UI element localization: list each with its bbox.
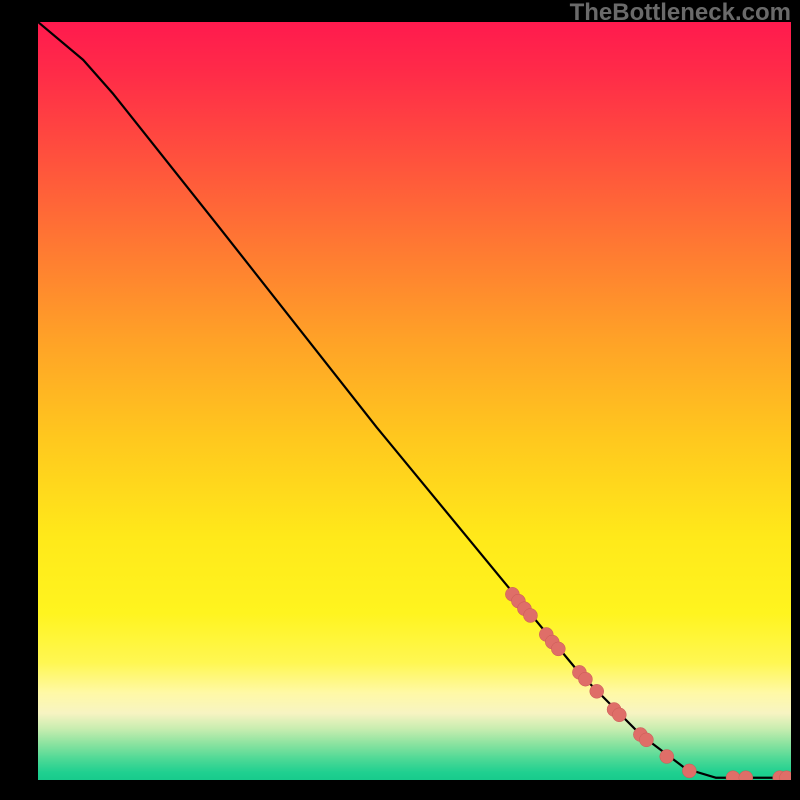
marker-dot <box>578 672 592 686</box>
marker-dot <box>523 609 537 623</box>
marker-dot <box>551 642 565 656</box>
marker-dot <box>682 764 696 778</box>
chart-root: { "chart": { "type": "line+scatter", "ca… <box>0 0 800 800</box>
marker-dot <box>660 750 674 764</box>
plot-area <box>38 22 791 780</box>
marker-dot <box>639 733 653 747</box>
watermark-text: TheBottleneck.com <box>570 0 791 27</box>
marker-dot <box>612 708 626 722</box>
chart-svg <box>38 22 791 780</box>
plot-background <box>38 22 791 780</box>
marker-dot <box>590 684 604 698</box>
